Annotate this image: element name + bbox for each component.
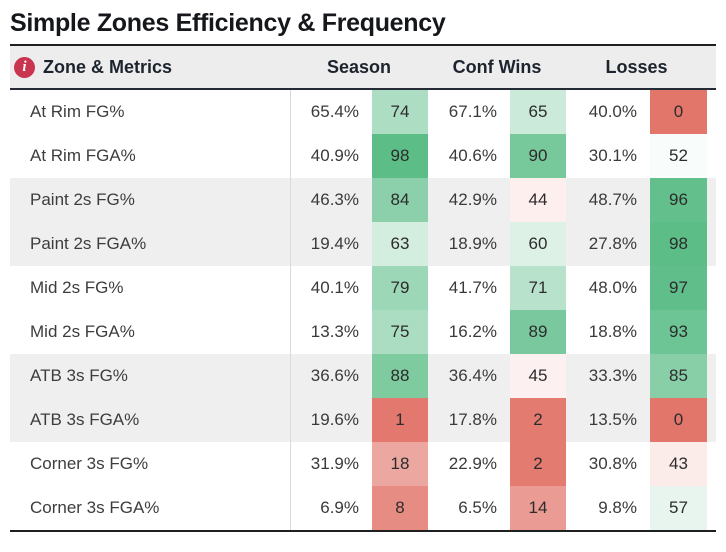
table-body: At Rim FG% 65.4% 74 67.1% 65 40.0% 0 At … — [10, 90, 716, 530]
confwins-pct-cell: 42.9% — [448, 190, 497, 209]
confwins-rank-cell: 2 — [510, 442, 566, 486]
losses-pct-cell: 48.0% — [588, 278, 637, 297]
losses-rank-cell: 98 — [650, 222, 707, 266]
table-row: At Rim FG% 65.4% 74 67.1% 65 40.0% 0 — [10, 90, 716, 134]
losses-pct-cell: 9.8% — [598, 498, 637, 517]
losses-pct-cell: 33.3% — [588, 366, 637, 385]
confwins-rank-cell: 89 — [510, 310, 566, 354]
season-pct-cell: 19.4% — [290, 222, 372, 266]
zone-metric-label: ATB 3s FGA% — [30, 410, 140, 429]
confwins-pct-cell: 36.4% — [448, 366, 497, 385]
confwins-rank-cell: 14 — [510, 486, 566, 530]
losses-pct-cell: 13.5% — [588, 410, 637, 429]
season-rank-cell: 84 — [372, 178, 428, 222]
zone-metric-label: Paint 2s FG% — [30, 190, 135, 209]
table-row: Corner 3s FG% 31.9% 18 22.9% 2 30.8% 43 — [10, 442, 716, 486]
table-row: Mid 2s FGA% 13.3% 75 16.2% 89 18.8% 93 — [10, 310, 716, 354]
confwins-rank-cell: 60 — [510, 222, 566, 266]
info-icon[interactable]: i — [14, 56, 35, 78]
losses-rank-cell: 43 — [650, 442, 707, 486]
losses-rank-cell: 93 — [650, 310, 707, 354]
table-row: ATB 3s FGA% 19.6% 1 17.8% 2 13.5% 0 — [10, 398, 716, 442]
zone-metric-label: At Rim FG% — [30, 102, 125, 121]
losses-rank-cell: 0 — [650, 90, 707, 134]
season-pct-cell: 40.9% — [290, 134, 372, 178]
zone-metric-label: ATB 3s FG% — [30, 366, 128, 385]
losses-rank-cell: 0 — [650, 398, 707, 442]
losses-rank-cell: 57 — [650, 486, 707, 530]
zone-metric-label: Mid 2s FGA% — [30, 322, 135, 341]
confwins-pct-cell: 22.9% — [448, 454, 497, 473]
losses-pct-cell: 40.0% — [588, 102, 637, 121]
table-row: Corner 3s FGA% 6.9% 8 6.5% 14 9.8% 57 — [10, 486, 716, 530]
confwins-pct-cell: 40.6% — [448, 146, 497, 165]
losses-pct-cell: 48.7% — [588, 190, 637, 209]
season-pct-cell: 36.6% — [290, 354, 372, 398]
table-row: ATB 3s FG% 36.6% 88 36.4% 45 33.3% 85 — [10, 354, 716, 398]
zone-metric-label: Corner 3s FG% — [30, 454, 149, 473]
column-header-losses: Losses — [605, 56, 668, 77]
confwins-pct-cell: 18.9% — [448, 234, 497, 253]
losses-rank-cell: 97 — [650, 266, 707, 310]
zone-metric-label: Mid 2s FG% — [30, 278, 124, 297]
zone-metric-label: At Rim FGA% — [30, 146, 136, 165]
season-pct-cell: 19.6% — [290, 398, 372, 442]
season-pct-cell: 46.3% — [290, 178, 372, 222]
confwins-rank-cell: 2 — [510, 398, 566, 442]
confwins-rank-cell: 71 — [510, 266, 566, 310]
season-pct-cell: 6.9% — [290, 486, 372, 530]
confwins-pct-cell: 41.7% — [448, 278, 497, 297]
season-rank-cell: 18 — [372, 442, 428, 486]
losses-rank-cell: 96 — [650, 178, 707, 222]
season-rank-cell: 79 — [372, 266, 428, 310]
season-pct-cell: 13.3% — [290, 310, 372, 354]
confwins-rank-cell: 45 — [510, 354, 566, 398]
season-rank-cell: 8 — [372, 486, 428, 530]
season-rank-cell: 1 — [372, 398, 428, 442]
season-rank-cell: 75 — [372, 310, 428, 354]
confwins-rank-cell: 44 — [510, 178, 566, 222]
losses-pct-cell: 27.8% — [588, 234, 637, 253]
table-row: Paint 2s FGA% 19.4% 63 18.9% 60 27.8% 98 — [10, 222, 716, 266]
season-pct-cell: 40.1% — [290, 266, 372, 310]
season-pct-cell: 31.9% — [290, 442, 372, 486]
losses-rank-cell: 85 — [650, 354, 707, 398]
zone-metric-label: Paint 2s FGA% — [30, 234, 147, 253]
table-row: At Rim FGA% 40.9% 98 40.6% 90 30.1% 52 — [10, 134, 716, 178]
season-rank-cell: 88 — [372, 354, 428, 398]
confwins-pct-cell: 17.8% — [448, 410, 497, 429]
season-rank-cell: 74 — [372, 90, 428, 134]
confwins-pct-cell: 16.2% — [448, 322, 497, 341]
row-header-label: Zone & Metrics — [43, 56, 173, 77]
zone-metric-label: Corner 3s FGA% — [30, 498, 160, 517]
table-row: Paint 2s FG% 46.3% 84 42.9% 44 48.7% 96 — [10, 178, 716, 222]
table-row: Mid 2s FG% 40.1% 79 41.7% 71 48.0% 97 — [10, 266, 716, 310]
column-header-season: Season — [326, 56, 392, 77]
confwins-pct-cell: 67.1% — [448, 102, 497, 121]
season-pct-cell: 65.4% — [290, 90, 372, 134]
losses-pct-cell: 18.8% — [588, 322, 637, 341]
zones-table: i Zone & Metrics Season Conf Wins Losses… — [10, 44, 716, 532]
column-header-confwins: Conf Wins — [452, 56, 542, 77]
page-title: Simple Zones Efficiency & Frequency — [10, 9, 446, 37]
season-rank-cell: 63 — [372, 222, 428, 266]
header-zone-metrics: i Zone & Metrics — [10, 56, 290, 78]
confwins-pct-cell: 6.5% — [458, 498, 497, 517]
confwins-rank-cell: 65 — [510, 90, 566, 134]
table-header: i Zone & Metrics Season Conf Wins Losses — [10, 46, 716, 90]
confwins-rank-cell: 90 — [510, 134, 566, 178]
losses-rank-cell: 52 — [650, 134, 707, 178]
losses-pct-cell: 30.8% — [588, 454, 637, 473]
losses-pct-cell: 30.1% — [588, 146, 637, 165]
season-rank-cell: 98 — [372, 134, 428, 178]
